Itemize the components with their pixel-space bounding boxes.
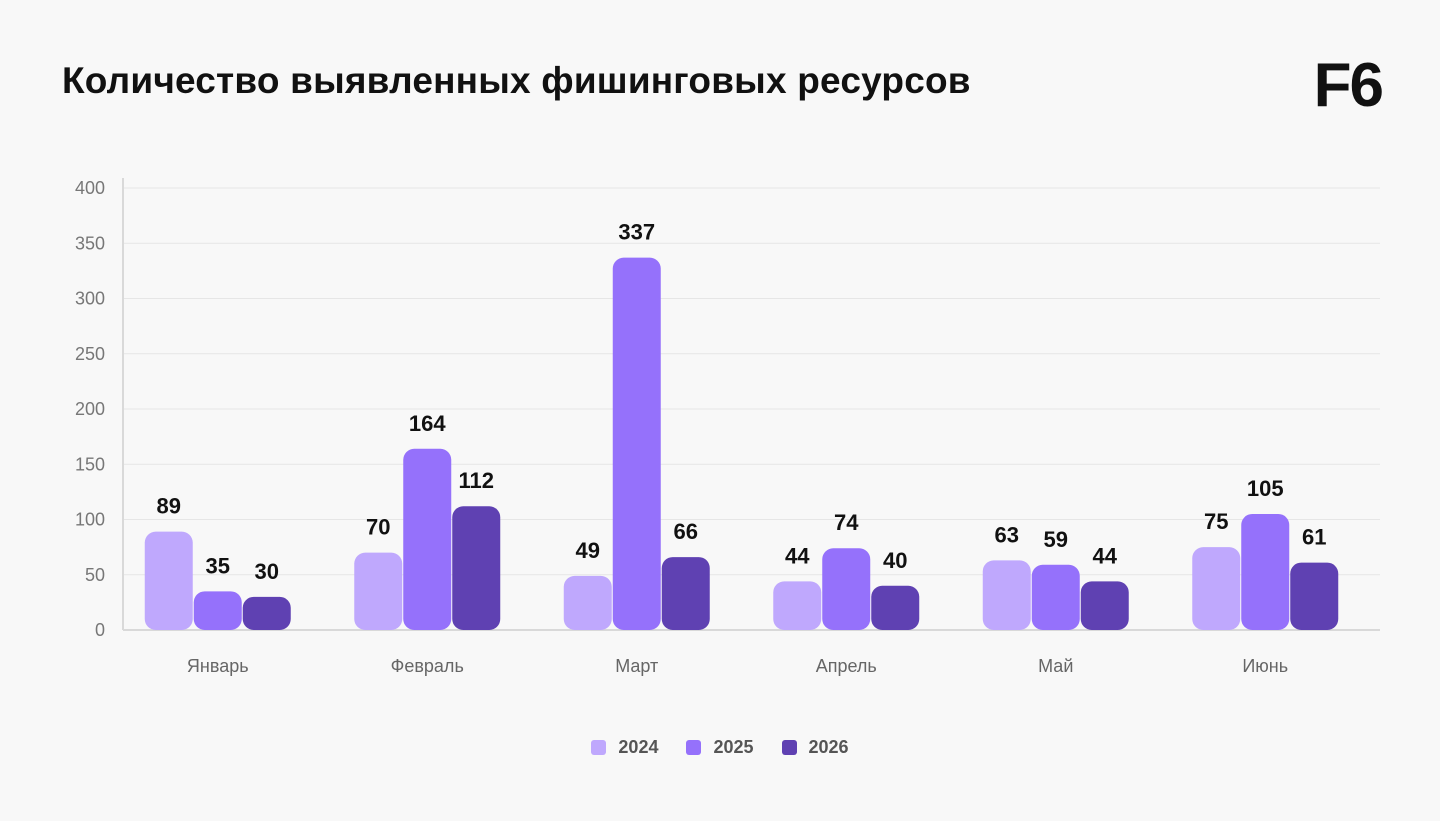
data-label: 66 <box>674 519 698 544</box>
data-label: 70 <box>366 515 390 540</box>
data-label: 49 <box>576 538 600 563</box>
category-label: Май <box>1038 656 1073 676</box>
data-label: 35 <box>206 553 230 578</box>
bar-2024-5 <box>1192 547 1241 630</box>
legend-item-2024: 2024 <box>591 737 658 758</box>
category-label: Март <box>615 656 658 676</box>
data-label: 63 <box>995 522 1019 547</box>
data-label: 89 <box>157 494 181 519</box>
bar-2025-2 <box>612 257 661 630</box>
y-tick-label: 100 <box>75 510 105 530</box>
y-tick-label: 150 <box>75 454 105 474</box>
data-label: 112 <box>459 468 495 493</box>
bar-2025-0 <box>193 591 242 630</box>
data-label: 74 <box>834 510 859 535</box>
bar-2025-4 <box>1031 564 1080 630</box>
bar-2026-2 <box>661 557 710 630</box>
legend-label: 2026 <box>808 737 849 757</box>
y-tick-label: 400 <box>75 178 105 198</box>
y-tick-label: 50 <box>85 565 105 585</box>
bar-2024-1 <box>354 552 403 630</box>
bar-2026-1 <box>452 506 501 630</box>
bar-2025-3 <box>822 548 871 630</box>
bar-2025-1 <box>403 448 452 630</box>
bar-2024-0 <box>144 531 193 630</box>
category-label: Апрель <box>816 656 877 676</box>
y-tick-label: 200 <box>75 399 105 419</box>
legend-label: 2024 <box>618 737 659 757</box>
y-tick-label: 300 <box>75 289 105 309</box>
bar-2026-4 <box>1080 581 1129 630</box>
category-label: Июнь <box>1242 656 1288 676</box>
data-label: 44 <box>1093 543 1118 568</box>
legend-item-2025: 2025 <box>686 737 754 758</box>
bar-2025-5 <box>1241 513 1290 630</box>
bar-2024-2 <box>563 575 612 630</box>
legend-swatch <box>686 740 702 755</box>
data-label: 164 <box>409 411 446 436</box>
data-label: 61 <box>1302 525 1326 550</box>
y-tick-label: 0 <box>95 620 105 640</box>
legend-item-2026: 2026 <box>781 737 849 758</box>
category-label: Февраль <box>391 656 464 676</box>
bar-2026-3 <box>871 585 920 630</box>
bar-2026-5 <box>1290 562 1339 630</box>
data-label: 75 <box>1204 509 1228 534</box>
data-label: 40 <box>883 548 907 573</box>
data-label: 337 <box>618 220 655 245</box>
logo: F6 <box>1313 51 1384 120</box>
data-label: 59 <box>1044 527 1068 552</box>
legend-swatch <box>781 740 797 755</box>
bar-2026-0 <box>242 596 291 630</box>
data-label: 30 <box>255 559 279 584</box>
legend-label: 2025 <box>713 737 754 757</box>
category-label: Январь <box>187 656 249 676</box>
data-label: 105 <box>1247 476 1284 501</box>
y-tick-label: 350 <box>75 233 105 253</box>
y-tick-label: 250 <box>75 344 105 364</box>
bar-2024-4 <box>982 560 1031 630</box>
legend-swatch <box>591 740 607 755</box>
bar-2024-3 <box>773 581 822 630</box>
legend: 2024 2025 2026 <box>0 737 1440 758</box>
data-label: 44 <box>785 543 810 568</box>
page-title: Количество выявленных фишинговых ресурсо… <box>62 60 971 101</box>
